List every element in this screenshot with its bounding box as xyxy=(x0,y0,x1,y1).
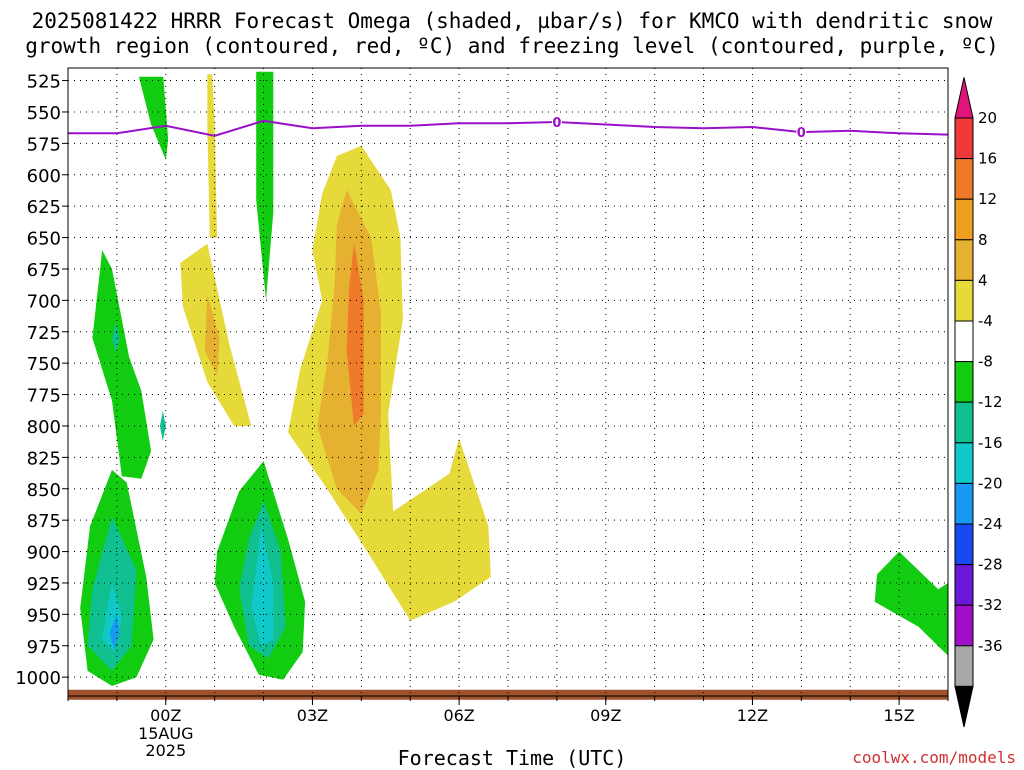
omega-region-strip-1z xyxy=(207,74,218,238)
x-tick-label: 06Z xyxy=(443,706,474,725)
colorbar-label: -28 xyxy=(978,556,1003,574)
y-tick-label: 575 xyxy=(27,134,61,155)
chart-title-line1: 2025081422 HRRR Forecast Omega (shaded, … xyxy=(31,9,993,33)
omega-region-left-blue xyxy=(109,614,120,650)
omega-region-surface xyxy=(68,689,948,700)
colorbar-bin xyxy=(954,482,974,525)
y-tick-label: 525 xyxy=(27,72,61,93)
omega-shaded-regions xyxy=(68,71,948,700)
omega-region-big-dark xyxy=(346,243,364,426)
y-tick-label: 950 xyxy=(27,605,61,626)
colorbar-label: 8 xyxy=(978,231,988,249)
y-tick-label: 900 xyxy=(27,543,61,564)
omega-region-strip-2z xyxy=(256,71,274,301)
x-tick-label: 12Z xyxy=(737,706,768,725)
y-tick-label: 850 xyxy=(27,480,61,501)
y-tick-label: 700 xyxy=(27,291,61,312)
source-credit: coolwx.com/models xyxy=(852,748,1016,767)
y-tick-label: 550 xyxy=(27,103,61,124)
plot-frame xyxy=(67,67,949,697)
colorbar: 20 16 12 8 4 -4 -8 -12 -16 -20 -24 -28 -32 -36 xyxy=(954,77,1003,728)
colorbar-bin xyxy=(954,279,974,322)
y-tick-label: 775 xyxy=(27,386,61,407)
colorbar-label: -36 xyxy=(978,637,1003,655)
omega-region-yellow-1z-inner xyxy=(204,294,220,376)
colorbar-label: 4 xyxy=(978,271,988,289)
y-tick-label: 600 xyxy=(27,166,61,187)
x-tick-label: 09Z xyxy=(590,706,621,725)
colorbar-label: -8 xyxy=(978,353,993,371)
colorbar-bin xyxy=(954,361,974,403)
colorbar-bin xyxy=(954,645,974,687)
colorbar-label: -32 xyxy=(978,596,1003,614)
x-tick-date: 15AUG xyxy=(138,724,193,743)
y-tick-label: 1000 xyxy=(15,668,61,689)
omega-region-right-green xyxy=(874,551,948,656)
y-tick-label: 800 xyxy=(27,417,61,438)
colorbar-label: -12 xyxy=(978,393,1003,411)
colorbar-bin xyxy=(954,117,974,160)
chart-title-line2: growth region (contoured, red, ºC) and f… xyxy=(25,34,999,58)
colorbar-bin xyxy=(954,198,974,241)
y-tick-label: 825 xyxy=(27,448,61,469)
x-tick-label: 15Z xyxy=(883,706,914,725)
grid-lines xyxy=(67,68,949,696)
freezing-level-group: 00 xyxy=(68,114,949,141)
colorbar-label: -24 xyxy=(978,515,1003,533)
x-axis-label: Forecast Time (UTC) xyxy=(397,746,627,770)
omega-region-left-dots-b xyxy=(159,410,166,441)
colorbar-bin xyxy=(954,442,974,484)
freezing-label-bg xyxy=(796,124,807,140)
omega-region-left-dots-a xyxy=(112,323,120,354)
colorbar-bin xyxy=(954,320,974,363)
colorbar-label: -16 xyxy=(978,434,1003,452)
x-tick-label: 00Z xyxy=(150,706,181,725)
freezing-level-label: 0 xyxy=(552,116,561,131)
colorbar-label: -4 xyxy=(978,312,993,330)
x-tick-label: 03Z xyxy=(297,706,328,725)
y-axis: 525 550 575 600 625 650 675 700 725 750 775 800 825 8… xyxy=(15,72,68,689)
y-tick-label: 725 xyxy=(27,323,61,344)
x-tick-year: 2025 xyxy=(145,741,186,760)
colorbar-label: 20 xyxy=(978,109,997,127)
colorbar-bin xyxy=(954,158,974,200)
colorbar-bin xyxy=(954,564,974,606)
colorbar-arrow-bottom xyxy=(954,685,974,728)
freezing-level-label: 0 xyxy=(797,126,806,141)
colorbar-arrow-top xyxy=(954,77,974,119)
colorbar-bin xyxy=(954,401,974,444)
omega-region-upper-left xyxy=(138,76,169,160)
y-tick-label: 650 xyxy=(27,229,61,250)
freezing-label-bg xyxy=(551,114,562,130)
colorbar-label: 16 xyxy=(978,150,997,168)
y-tick-label: 975 xyxy=(27,637,61,658)
omega-region-left-green xyxy=(92,250,152,479)
colorbar-bin xyxy=(954,523,974,566)
y-tick-label: 625 xyxy=(27,197,61,218)
colorbar-bin xyxy=(954,239,974,281)
colorbar-bin xyxy=(954,604,974,647)
omega-region-mid-cyan xyxy=(251,526,274,646)
colorbar-label: -20 xyxy=(978,474,1003,492)
colorbar-label: 12 xyxy=(978,190,997,208)
omega-region-big-yellow xyxy=(288,145,491,621)
y-tick-label: 675 xyxy=(27,260,61,281)
y-tick-label: 750 xyxy=(27,354,61,375)
y-tick-label: 875 xyxy=(27,511,61,532)
y-tick-label: 925 xyxy=(27,574,61,595)
